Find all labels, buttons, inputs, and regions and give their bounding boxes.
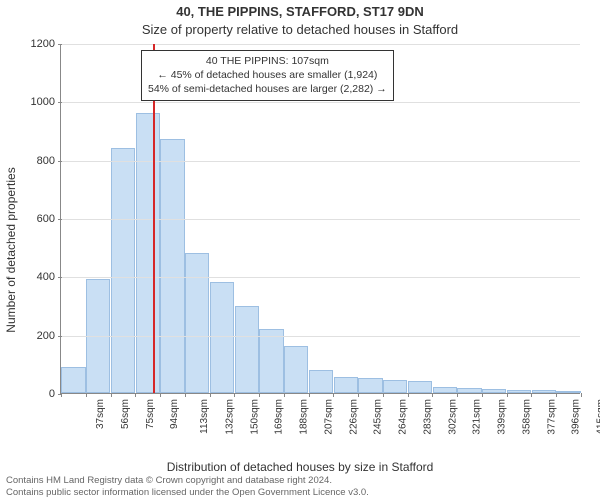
x-tick-mark xyxy=(135,393,136,397)
annotation-line1: 40 THE PIPPINS: 107sqm xyxy=(148,54,387,68)
x-tick-label: 245sqm xyxy=(373,399,384,435)
x-tick-mark xyxy=(111,393,112,397)
x-tick-label: 415sqm xyxy=(596,399,600,435)
x-tick-label: 339sqm xyxy=(497,399,508,435)
x-tick-mark xyxy=(482,393,483,397)
grid-line xyxy=(61,102,580,103)
grid-line xyxy=(61,161,580,162)
x-tick-mark xyxy=(358,393,359,397)
bar xyxy=(358,378,382,393)
grid-line xyxy=(61,277,580,278)
grid-line xyxy=(61,219,580,220)
page-subtitle: Size of property relative to detached ho… xyxy=(0,22,600,37)
x-tick-mark xyxy=(507,393,508,397)
x-tick-label: 94sqm xyxy=(169,399,180,429)
y-axis-label: Number of detached properties xyxy=(4,85,18,250)
x-tick-mark xyxy=(86,393,87,397)
bar xyxy=(309,370,333,393)
annotation-box: 40 THE PIPPINS: 107sqm ← 45% of detached… xyxy=(141,50,394,101)
x-tick-mark xyxy=(160,393,161,397)
x-tick-label: 150sqm xyxy=(249,399,260,435)
footer-line1: Contains HM Land Registry data © Crown c… xyxy=(6,475,594,486)
footer-line2: Contains public sector information licen… xyxy=(6,487,594,498)
x-tick-label: 264sqm xyxy=(398,399,409,435)
bar xyxy=(457,388,481,393)
bar xyxy=(556,391,580,393)
bar xyxy=(383,380,407,393)
x-tick-label: 396sqm xyxy=(571,399,582,435)
x-tick-label: 377sqm xyxy=(546,399,557,435)
x-tick-label: 283sqm xyxy=(422,399,433,435)
bar xyxy=(185,253,209,393)
x-tick-mark xyxy=(432,393,433,397)
bar xyxy=(334,377,358,393)
grid-line xyxy=(61,336,580,337)
x-tick-label: 56sqm xyxy=(120,399,131,429)
bar xyxy=(284,346,308,393)
x-tick-label: 169sqm xyxy=(274,399,285,435)
bar xyxy=(136,113,160,393)
y-tick: 200 xyxy=(37,330,61,342)
x-tick-mark xyxy=(333,393,334,397)
bar xyxy=(408,381,432,393)
y-tick: 800 xyxy=(37,155,61,167)
bar xyxy=(210,282,234,393)
x-tick-mark xyxy=(284,393,285,397)
bar xyxy=(532,390,556,393)
y-tick: 600 xyxy=(37,213,61,225)
bar xyxy=(61,367,85,393)
x-tick-label: 37sqm xyxy=(95,399,106,429)
x-tick-mark xyxy=(457,393,458,397)
grid-line xyxy=(61,44,580,45)
footer: Contains HM Land Registry data © Crown c… xyxy=(6,475,594,498)
x-tick-mark xyxy=(259,393,260,397)
x-tick-label: 113sqm xyxy=(199,399,210,434)
x-tick-mark xyxy=(383,393,384,397)
bar xyxy=(160,139,184,393)
bar xyxy=(482,389,506,393)
y-tick: 400 xyxy=(37,271,61,283)
x-tick-label: 321sqm xyxy=(472,399,483,435)
chart-area: 40 THE PIPPINS: 107sqm ← 45% of detached… xyxy=(60,44,580,394)
x-tick-mark xyxy=(210,393,211,397)
x-axis-label: Distribution of detached houses by size … xyxy=(0,460,600,474)
x-tick-mark xyxy=(61,393,62,397)
x-tick-label: 188sqm xyxy=(299,399,310,435)
x-tick-label: 207sqm xyxy=(323,399,334,435)
x-tick-mark xyxy=(234,393,235,397)
x-tick-mark xyxy=(185,393,186,397)
bar xyxy=(433,387,457,393)
x-tick-mark xyxy=(309,393,310,397)
x-tick-label: 75sqm xyxy=(145,399,156,429)
x-tick-label: 302sqm xyxy=(447,399,458,435)
x-tick-label: 226sqm xyxy=(348,399,359,435)
page-title: 40, THE PIPPINS, STAFFORD, ST17 9DN xyxy=(0,4,600,19)
x-tick-mark xyxy=(408,393,409,397)
x-tick-mark xyxy=(581,393,582,397)
annotation-line3: 54% of semi-detached houses are larger (… xyxy=(148,82,387,96)
y-tick: 1200 xyxy=(31,38,61,50)
y-tick: 0 xyxy=(49,388,61,400)
bar xyxy=(507,390,531,394)
bar xyxy=(235,306,259,394)
x-tick-label: 358sqm xyxy=(522,399,533,435)
annotation-line2: ← 45% of detached houses are smaller (1,… xyxy=(148,68,387,82)
y-tick: 1000 xyxy=(31,96,61,108)
bar xyxy=(259,329,283,393)
bar xyxy=(111,148,135,393)
x-tick-label: 132sqm xyxy=(224,399,235,435)
x-tick-mark xyxy=(556,393,557,397)
x-tick-mark xyxy=(531,393,532,397)
